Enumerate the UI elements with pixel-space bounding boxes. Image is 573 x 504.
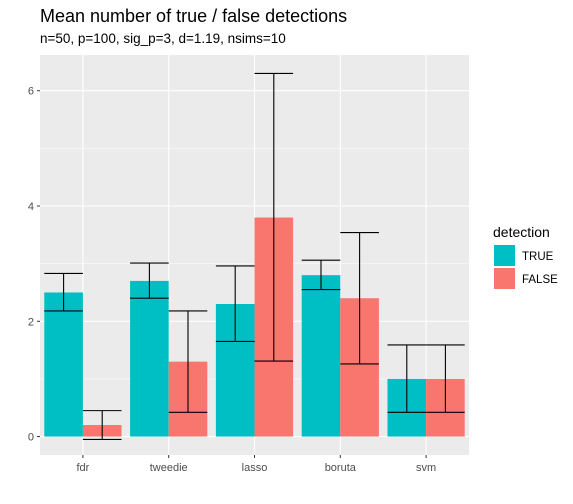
y-tick-label: 2: [28, 316, 34, 328]
x-tick-label: lasso: [242, 462, 268, 474]
bar-true-boruta: [301, 275, 341, 437]
error-bar-false-fdr: [82, 410, 122, 440]
x-tick-label: svm: [416, 462, 436, 474]
error-bars: [44, 72, 465, 440]
error-bar-false-tweedie: [168, 310, 208, 413]
legend-label-false: FALSE: [522, 274, 558, 286]
bar-true-fdr: [44, 292, 83, 437]
bars: [44, 217, 465, 437]
chart-title: Mean number of true / false detections: [40, 6, 347, 26]
y-tick-label: 0: [28, 432, 34, 444]
error-bar-true-boruta: [301, 259, 341, 291]
error-bar-true-fdr: [44, 272, 83, 312]
error-bar-false-svm: [426, 344, 465, 413]
chart-subtitle: n=50, p=100, sig_p=3, d=1.19, nsims=10: [40, 31, 286, 46]
error-bar-false-boruta: [340, 231, 379, 365]
y-tick-label: 6: [28, 86, 34, 98]
error-bar-true-tweedie: [130, 262, 169, 299]
x-tick-label: tweedie: [150, 462, 188, 474]
legend-title: detection: [493, 224, 550, 240]
axes: 0 2 4 6 fdr tweedie lasso boruta svm: [28, 86, 436, 474]
bar-true-tweedie: [130, 280, 169, 437]
error-bar-true-lasso: [215, 265, 255, 343]
legend-swatch-true: [494, 245, 515, 266]
legend: detection TRUE FALSE: [493, 224, 558, 289]
legend-swatch-false: [494, 268, 515, 289]
x-tick-label: fdr: [76, 462, 89, 474]
error-bar-true-svm: [387, 344, 427, 413]
x-tick-label: boruta: [325, 462, 357, 474]
y-tick-label: 4: [28, 201, 34, 213]
legend-label-true: TRUE: [522, 251, 554, 263]
error-bar-false-lasso: [254, 72, 294, 362]
